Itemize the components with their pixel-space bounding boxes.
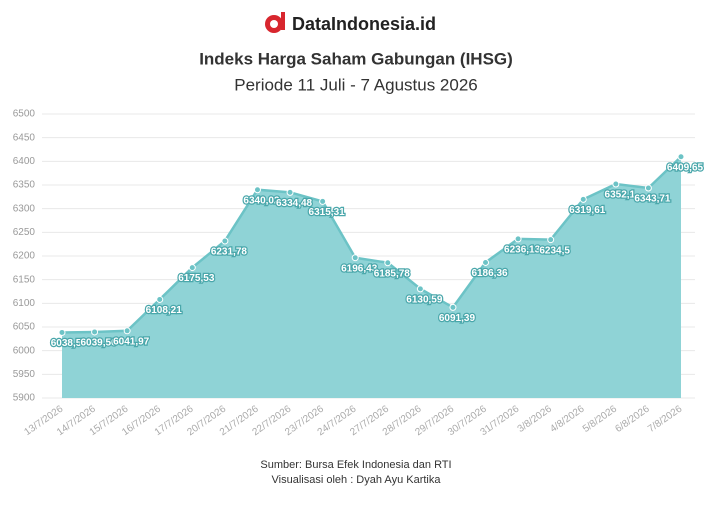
y-tick-label: 6250 xyxy=(13,227,36,238)
data-label: 6108,21 xyxy=(146,305,183,316)
data-label: 6340,02 xyxy=(243,195,280,206)
y-tick-label: 6350 xyxy=(13,180,36,191)
point xyxy=(253,186,261,194)
data-label: 6352,1 xyxy=(605,190,636,201)
data-label: 6041,97 xyxy=(113,336,150,347)
point xyxy=(482,258,490,266)
point xyxy=(449,303,457,311)
y-tick-label: 5950 xyxy=(13,369,36,380)
data-label: 6130,59 xyxy=(406,294,443,305)
y-tick-label: 6300 xyxy=(13,203,36,214)
x-tick-label: 7/8/2026 xyxy=(646,403,685,435)
x-tick-label: 3/8/2026 xyxy=(516,403,555,435)
y-tick-label: 6100 xyxy=(13,298,36,309)
source: Sumber: Bursa Efek Indonesia dan RTI xyxy=(260,459,451,471)
data-label: 6343,71 xyxy=(634,194,671,205)
point xyxy=(351,254,359,262)
point xyxy=(156,295,164,303)
data-label: 6319,61 xyxy=(569,205,606,216)
data-label: 6185,78 xyxy=(374,268,411,279)
logo xyxy=(265,12,285,33)
y-tick-label: 6400 xyxy=(13,156,36,167)
x-tick-label: 4/8/2026 xyxy=(548,403,587,435)
point xyxy=(221,237,229,245)
data-label: 6039,56 xyxy=(81,338,118,349)
data-label: 6038,5 xyxy=(51,338,82,349)
point xyxy=(58,328,66,336)
data-label: 6231,78 xyxy=(211,247,248,258)
data-label: 6091,39 xyxy=(439,313,476,324)
y-tick-label: 6150 xyxy=(13,274,36,285)
data-label: 6334,48 xyxy=(276,198,313,209)
line xyxy=(61,155,682,334)
point xyxy=(579,195,587,203)
point xyxy=(547,236,555,244)
credit: Visualisasi oleh : Dyah Ayu Kartika xyxy=(272,474,442,486)
point xyxy=(123,327,131,335)
point xyxy=(514,235,522,243)
data-label: 6234,5 xyxy=(539,245,570,256)
y-tick-label: 6450 xyxy=(13,132,36,143)
x-tick-label: 6/8/2026 xyxy=(613,403,652,435)
data-label: 6186,36 xyxy=(471,268,508,279)
point xyxy=(188,264,196,272)
y-tick-label: 6200 xyxy=(13,251,36,262)
data-label: 6196,43 xyxy=(341,263,378,274)
chart-subtitle: Periode 11 Juli - 7 Agustus 2026 xyxy=(234,75,478,94)
point xyxy=(384,259,392,267)
data-label: 6409,65 xyxy=(667,162,704,173)
data-label: 6236,13 xyxy=(504,245,541,256)
data-label: 6175,53 xyxy=(178,273,215,284)
point xyxy=(677,153,685,161)
point xyxy=(644,184,652,192)
point xyxy=(91,328,99,336)
chart-title: Indeks Harga Saham Gabungan (IHSG) xyxy=(199,49,513,68)
x-tick-label: 5/8/2026 xyxy=(581,403,620,435)
y-tick-label: 6050 xyxy=(13,322,36,333)
y-tick-label: 6000 xyxy=(13,345,36,356)
area xyxy=(62,156,681,398)
data-label: 6315,31 xyxy=(309,207,346,218)
point xyxy=(319,197,327,205)
y-tick-label: 6500 xyxy=(13,109,36,120)
y-tick-label: 5900 xyxy=(13,393,36,404)
point xyxy=(612,180,620,188)
brand: DataIndonesia.id xyxy=(292,14,436,34)
point xyxy=(416,285,424,293)
point xyxy=(286,188,294,196)
